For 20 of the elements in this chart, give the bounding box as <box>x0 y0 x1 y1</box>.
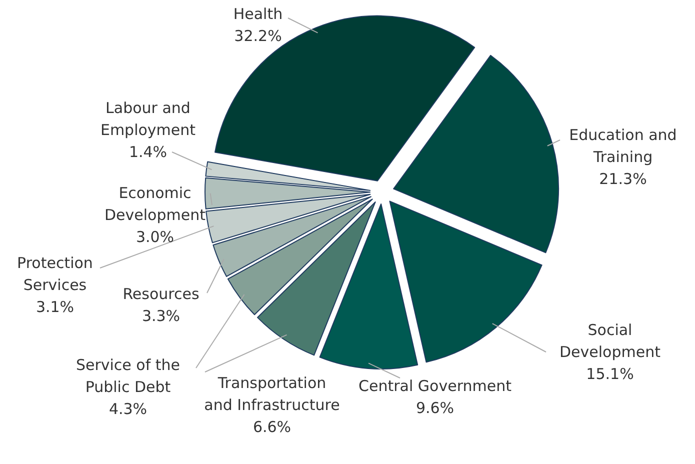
data-label: 3.1% <box>34 297 76 318</box>
data-label: 3.3% <box>140 306 182 327</box>
slice-label: Social Development <box>558 320 662 363</box>
slice-label: Central Government <box>358 376 512 397</box>
slice-label: Economic Development <box>104 183 206 226</box>
data-label: 1.4% <box>128 142 168 163</box>
data-label: 3.0% <box>134 227 176 248</box>
slice-label: Resources <box>122 284 200 305</box>
slice-label: Labour and Employment <box>99 98 197 141</box>
slice-label: Transportation and Infrastructure <box>203 373 341 416</box>
data-label: 21.3% <box>598 169 648 190</box>
slice-label: Protection Services <box>16 253 94 296</box>
data-label: 6.6% <box>252 417 292 438</box>
data-label: 4.3% <box>108 399 148 420</box>
slice-label: Service of the Public Debt <box>74 355 182 398</box>
data-label: 32.2% <box>233 26 283 47</box>
data-label: 15.1% <box>585 364 635 385</box>
slice-label: Health <box>232 4 284 25</box>
slice-label: Education and Training <box>568 125 678 168</box>
data-label: 9.6% <box>416 399 454 417</box>
